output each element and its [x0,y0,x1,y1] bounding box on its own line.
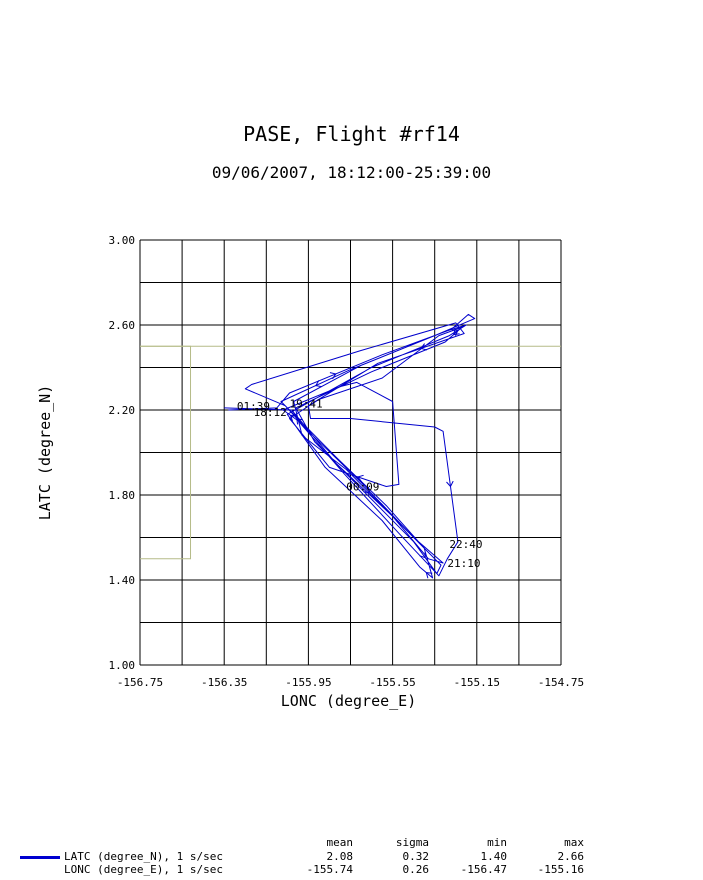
direction-arrow [329,372,337,380]
stats-value: 0.32 [402,850,430,863]
stats-value: -155.16 [537,863,584,876]
chart-title: PASE, Flight #rf14 [243,122,460,146]
chart-subtitle: 09/06/2007, 18:12:00-25:39:00 [211,163,492,182]
stats-row-lonc: LONC (degree_E), 1 s/sec -155.74 0.26 -1… [0,863,703,876]
stats-value: 2.66 [557,850,585,863]
legend-line-swatch [20,856,60,859]
direction-arrow [357,474,364,483]
direction-arrow [296,417,303,425]
direction-arrow [420,343,427,351]
stats-value: 0.26 [402,863,430,876]
direction-arrow [446,480,454,488]
grid [139,239,562,666]
y-tick-label: 3.00 [109,234,136,247]
y-tick-label: 1.40 [109,574,136,587]
time-annotation: 19:41 [289,398,322,411]
x-tick-label: -154.75 [538,676,584,689]
direction-arrow [452,328,460,336]
direction-arrow [314,380,322,388]
time-annotation: 00:09 [346,481,379,494]
direction-arrow [289,414,297,422]
stats-row-label: LATC (degree_N), 1 s/sec [64,850,223,863]
y-tick-label: 1.00 [109,659,136,672]
stats-value: 2.08 [326,850,354,863]
direction-arrow [363,486,371,494]
series-layer [224,313,476,579]
x-tick-label: -155.15 [454,676,500,689]
stats-header-mean: mean [326,836,354,849]
series-line-latc [224,313,476,579]
x-tick-label: -155.55 [369,676,415,689]
x-tick-label: -156.75 [117,676,163,689]
time-annotation: 18:12 [254,406,287,419]
direction-arrow [425,572,433,579]
time-annotation: 21:10 [447,557,480,570]
y-tick-label: 2.20 [109,404,136,417]
background-box [140,345,561,560]
stats-header-min: min [487,836,507,849]
stats-header-row: mean sigma min max [0,836,703,849]
stats-header-max: max [564,836,584,849]
y-tick-label: 1.80 [109,489,136,502]
stats-header-sigma: sigma [395,836,429,849]
y-tick-label: 2.60 [109,319,136,332]
stats-value: 1.40 [480,850,508,863]
stats-value: -156.47 [460,863,507,876]
x-tick-label: -156.35 [201,676,247,689]
stats-value: -155.74 [306,863,353,876]
y-axis-label: LATC (degree_N) [36,385,54,520]
stats-row-latc: LATC (degree_N), 1 s/sec 2.08 0.32 1.40 … [0,850,703,863]
x-axis-label: LONC (degree_E) [281,692,416,710]
time-annotation: 22:40 [449,538,482,551]
axes: -156.75 -156.35 -155.95 -155.55 -155.15 -154.… [36,234,584,710]
direction-arrow [419,551,426,559]
x-tick-label: -155.95 [285,676,331,689]
stats-row-label: LONC (degree_E), 1 s/sec [64,863,223,876]
time-annotation: 01:39 [237,400,270,413]
